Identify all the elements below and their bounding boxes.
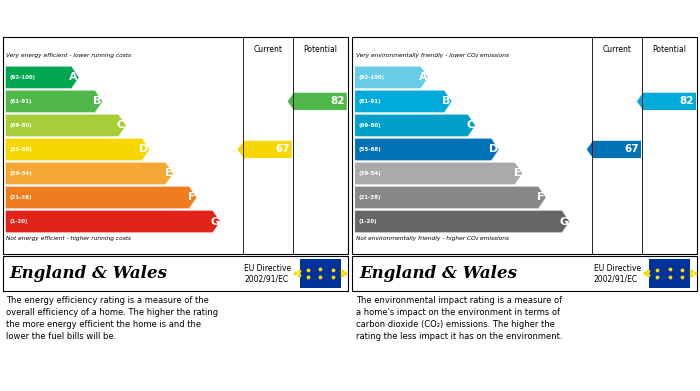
Text: (39-54): (39-54) — [358, 171, 381, 176]
Text: Very energy efficient - lower running costs: Very energy efficient - lower running co… — [6, 54, 132, 58]
Polygon shape — [355, 210, 570, 233]
Polygon shape — [6, 90, 103, 113]
Text: (1-20): (1-20) — [9, 219, 27, 224]
Text: (81-91): (81-91) — [358, 99, 381, 104]
Polygon shape — [355, 114, 475, 136]
Text: C: C — [117, 120, 125, 131]
Text: Current: Current — [603, 45, 631, 54]
Text: (55-68): (55-68) — [9, 147, 32, 152]
Text: England & Wales: England & Wales — [359, 265, 517, 282]
Polygon shape — [237, 141, 292, 158]
Text: Not energy efficient - higher running costs: Not energy efficient - higher running co… — [6, 236, 132, 241]
Text: (69-80): (69-80) — [358, 123, 381, 128]
Text: Energy Efficiency Rating: Energy Efficiency Rating — [8, 13, 171, 26]
Polygon shape — [6, 162, 173, 185]
Text: B: B — [93, 97, 102, 106]
Polygon shape — [355, 138, 499, 161]
Text: 67: 67 — [624, 144, 639, 154]
Polygon shape — [6, 114, 126, 136]
Text: F: F — [188, 192, 196, 203]
Text: D: D — [139, 144, 148, 154]
Text: 82: 82 — [330, 97, 345, 106]
Text: Not environmentally friendly - higher CO₂ emissions: Not environmentally friendly - higher CO… — [356, 236, 509, 241]
Text: (21-38): (21-38) — [9, 195, 32, 200]
Bar — [300, 259, 341, 288]
Text: C: C — [466, 120, 475, 131]
Polygon shape — [6, 187, 197, 209]
Text: The energy efficiency rating is a measure of the
overall efficiency of a home. T: The energy efficiency rating is a measur… — [6, 296, 218, 341]
Text: England & Wales: England & Wales — [10, 265, 168, 282]
Text: EU Directive
2002/91/EC: EU Directive 2002/91/EC — [594, 264, 641, 283]
Text: (55-68): (55-68) — [358, 147, 381, 152]
Text: 82: 82 — [680, 97, 694, 106]
Text: G: G — [559, 217, 568, 226]
Text: (69-80): (69-80) — [9, 123, 32, 128]
Text: Potential: Potential — [303, 45, 337, 54]
Bar — [649, 259, 690, 288]
Text: B: B — [442, 97, 451, 106]
Text: (92-100): (92-100) — [9, 75, 35, 80]
Text: 67: 67 — [275, 144, 290, 154]
Text: (81-91): (81-91) — [9, 99, 32, 104]
Text: Potential: Potential — [652, 45, 687, 54]
Polygon shape — [355, 90, 452, 113]
Text: Very environmentally friendly - lower CO₂ emissions: Very environmentally friendly - lower CO… — [356, 54, 509, 58]
Text: (92-100): (92-100) — [358, 75, 384, 80]
Text: Current: Current — [253, 45, 282, 54]
Text: E: E — [164, 169, 172, 178]
Polygon shape — [637, 93, 696, 110]
Polygon shape — [288, 93, 346, 110]
Polygon shape — [6, 138, 150, 161]
Text: A: A — [69, 72, 78, 83]
Polygon shape — [587, 141, 641, 158]
Text: (39-54): (39-54) — [9, 171, 32, 176]
Text: F: F — [538, 192, 545, 203]
Text: (1-20): (1-20) — [358, 219, 377, 224]
Text: G: G — [210, 217, 219, 226]
Text: The environmental impact rating is a measure of
a home's impact on the environme: The environmental impact rating is a mea… — [356, 296, 562, 341]
Text: E: E — [514, 169, 522, 178]
Text: D: D — [489, 144, 498, 154]
Text: (21-38): (21-38) — [358, 195, 381, 200]
Polygon shape — [6, 66, 79, 88]
Text: Environmental Impact (CO₂) Rating: Environmental Impact (CO₂) Rating — [357, 13, 589, 26]
Text: A: A — [419, 72, 427, 83]
Polygon shape — [355, 187, 546, 209]
Polygon shape — [355, 66, 428, 88]
Polygon shape — [355, 162, 522, 185]
Polygon shape — [6, 210, 220, 233]
Text: EU Directive
2002/91/EC: EU Directive 2002/91/EC — [244, 264, 291, 283]
